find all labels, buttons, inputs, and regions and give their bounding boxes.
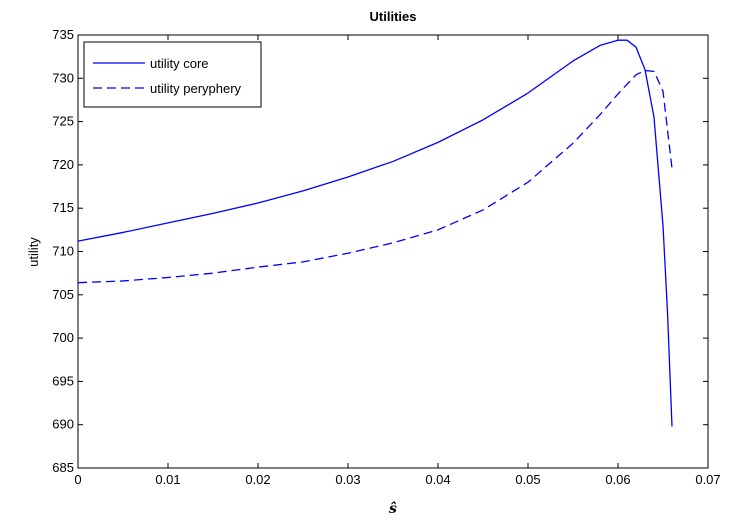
legend-label-utility-peryphery: utility peryphery [150,81,242,96]
chart-title: Utilities [370,9,417,24]
y-tick-label: 690 [52,417,74,432]
y-tick-label: 705 [52,287,74,302]
x-axis-label: ŝ [389,501,397,517]
series-layer [77,39,673,427]
x-tick-label: 0.03 [335,472,360,487]
series-line-utility-core [77,39,673,427]
x-tick-label: 0.01 [155,472,180,487]
x-tick-label: 0.06 [605,472,630,487]
x-tick-label: 0.05 [515,472,540,487]
legend-label-utility-core: utility core [150,56,209,71]
y-tick-label: 710 [52,244,74,259]
y-tick-label: 700 [52,330,74,345]
y-tick-label: 735 [52,27,74,42]
y-tick-label: 730 [52,70,74,85]
y-axis-label: utility [26,237,41,267]
y-tick-label: 715 [52,200,74,215]
series-line-utility-peryphery [77,69,673,284]
x-tick-label: 0.04 [425,472,450,487]
y-tick-label: 720 [52,157,74,172]
x-axis: 0 0.01 0.02 0.03 0.04 0.05 0.06 0.07 [74,35,721,487]
y-tick-label: 725 [52,114,74,129]
legend: utility core utility peryphery [83,41,262,108]
x-tick-label: 0 [74,472,81,487]
y-tick-label: 685 [52,460,74,475]
y-tick-label: 695 [52,373,74,388]
legend-box [83,41,262,108]
y-axis: 685 690 695 700 705 710 715 720 725 730 735 [52,27,708,475]
x-tick-label: 0.07 [695,472,720,487]
x-tick-label: 0.02 [245,472,270,487]
